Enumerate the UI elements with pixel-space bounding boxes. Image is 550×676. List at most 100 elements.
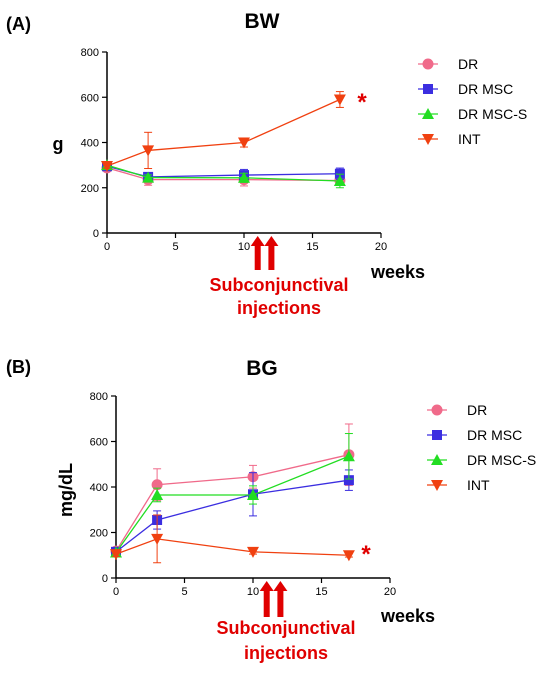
y-tick-label: 600 [90,437,108,449]
x-tick-label: 15 [306,241,318,253]
injection-arrow [250,236,265,270]
legend-entry: DR [427,402,487,418]
series-dr [110,423,355,557]
legend-entry: DR MSC [427,427,522,443]
legend-marker [432,430,442,440]
data-point [101,161,113,173]
legend-label: DR MSC-S [467,452,536,468]
x-tick-label: 5 [172,241,178,253]
legend-label: DR [458,56,478,72]
series-int [101,91,346,173]
data-point [343,475,354,486]
data-point [151,488,164,500]
data-point [238,137,250,149]
arrow-head [250,236,265,246]
chart-title: BG [246,357,278,380]
arrow-head [273,581,288,591]
y-tick-label: 400 [90,482,108,494]
significance-mark: * [357,89,367,116]
legend-entry: DR MSC-S [427,452,536,468]
y-tick-label: 200 [81,183,99,195]
x-tick-label: 15 [315,586,327,598]
significance-mark: * [361,541,371,568]
series-line [115,455,350,553]
y-axis-label: mg/dL [56,463,76,517]
legend-entry: DR [418,56,478,72]
data-point [142,171,155,183]
series-line [115,479,349,553]
x-axis-label: weeks [380,606,435,626]
chart-title: BW [245,10,280,33]
y-tick-label: 200 [90,528,108,540]
series-dr-msc [111,469,354,557]
legend-marker [422,58,434,70]
y-axis-label: g [53,134,64,154]
legend-label: DR MSC [458,81,513,97]
annotation-line-2: injections [244,643,328,663]
series-dr-msc-s [101,159,346,189]
data-point [110,549,122,561]
data-point [238,171,250,183]
legend-entry: DR MSC [418,81,513,97]
legend-marker [423,84,433,94]
data-point [333,94,346,106]
legend-marker [431,480,443,491]
chart-panel-a: (A) BW 0 200 400 600 800 0 5 10 15 20 g weeks DR DR MSC… [6,10,527,318]
series-dr-msc [102,161,345,182]
injection-arrow [259,581,274,617]
legend-label: INT [458,131,481,147]
x-axis-label: weeks [370,262,425,282]
arrow-shaft [268,244,275,270]
y-tick-label: 0 [93,228,99,240]
data-point [247,546,259,558]
legend-marker [431,454,443,465]
legend-entry: DR MSC-S [418,106,527,122]
x-tick-label: 20 [384,586,396,598]
series-line [106,164,340,182]
injection-arrow [264,236,279,270]
arrow-shaft [277,589,284,617]
x-tick-label: 0 [113,586,119,598]
series-line [106,167,340,182]
data-point [142,145,155,157]
y-tick-label: 800 [81,47,99,59]
x-tick-label: 10 [238,241,250,253]
data-point [333,174,346,186]
legend-marker [431,404,443,416]
series-int [110,514,355,564]
legend-marker [422,134,434,145]
legend-label: DR [467,402,487,418]
legend-label: DR MSC [467,427,522,443]
panel-label: (A) [6,14,31,34]
x-tick-label: 5 [181,586,187,598]
data-point [342,550,355,562]
data-point [247,488,259,500]
series-dr-msc-s [110,433,355,558]
arrow-shaft [263,589,270,617]
arrow-shaft [254,244,261,270]
data-point [342,450,355,462]
x-tick-label: 20 [375,241,387,253]
series-line [115,454,350,552]
legend-marker [422,108,434,119]
y-tick-label: 800 [90,391,108,403]
y-tick-label: 0 [102,573,108,585]
annotation-line-1: Subconjunctival [209,275,348,295]
legend-entry: INT [418,131,481,147]
series-line [115,538,349,556]
legend-label: INT [467,477,490,493]
x-tick-label: 0 [104,241,110,253]
series-line [106,98,341,167]
legend-label: DR MSC-S [458,106,527,122]
arrow-head [259,581,274,591]
chart-panel-b: (B) BG 0 200 400 600 800 0 5 10 15 20 mg/dL weeks DR DR… [6,357,536,663]
annotation-line-1: Subconjunctival [216,618,355,638]
x-tick-label: 10 [247,586,259,598]
y-tick-label: 400 [81,138,99,150]
data-point [151,533,164,545]
panel-label: (B) [6,357,31,377]
injection-arrow [273,581,288,617]
legend-entry: INT [427,477,490,493]
annotation-line-2: injections [237,298,321,318]
